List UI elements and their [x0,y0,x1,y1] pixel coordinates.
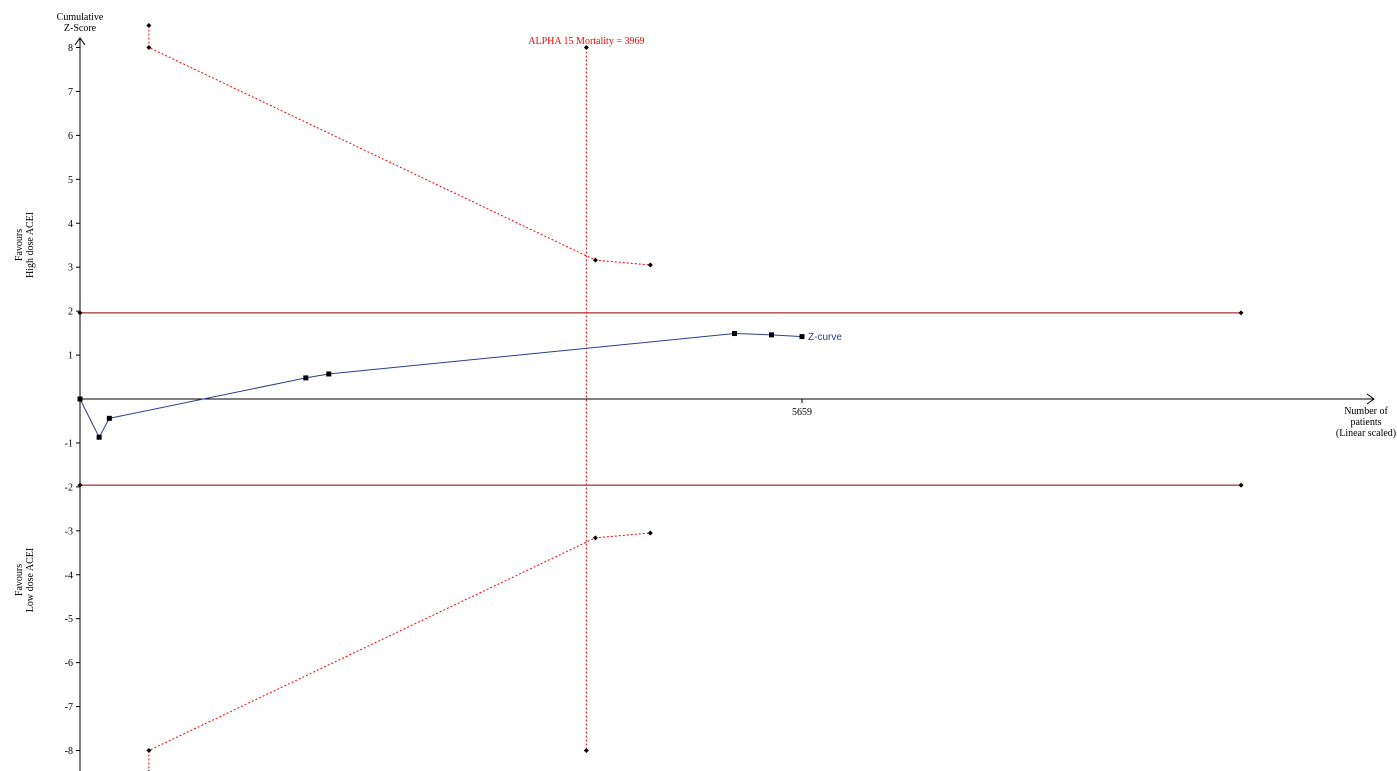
y-tick-label: 2 [68,307,73,318]
boundary-diamond-marker [77,482,83,488]
monitoring-boundary-lower-marker [592,535,598,541]
y-axis-title-line-2: Z-Score [64,23,97,34]
boundary-diamond-marker [1238,310,1244,316]
y-tick-label: 3 [68,263,73,274]
favours-bottom-line-1: Favours [14,564,25,596]
favours-bottom-label: Favours Low dose ACEI [14,548,36,612]
z-curve-point [769,332,775,338]
ris-endpoint-marker [583,748,589,753]
y-tick-label: -8 [65,746,73,757]
favours-top-line-2: High dose ACEI [25,212,36,278]
monitoring-boundaries [146,23,653,771]
z-curve-point [96,434,102,440]
y-tick-label: -3 [65,526,73,537]
z-curve-point [326,371,332,377]
y-tick-label: 4 [68,219,73,230]
favours-bottom-line-2: Low dose ACEI [25,548,36,612]
monitoring-boundary-lower-line [148,532,651,771]
y-tick-label: -6 [65,658,73,669]
monitoring-boundary-upper-marker [146,45,152,50]
boundary-diamond-marker [1238,482,1244,488]
x-tick-label: 5659 [792,407,812,418]
conventional-boundaries [77,310,1244,488]
y-tick-label: -7 [65,702,73,713]
monitoring-boundary-lower-marker [647,530,653,536]
y-tick-label: -2 [65,482,73,493]
y-tick-label: -4 [65,570,73,581]
monitoring-boundary-upper-marker [592,257,598,263]
y-ticks: 8 7 6 5 4 3 2 1 -1 -2 -3 -4 -5 -6 -7 -8 [65,43,80,757]
ris-label: ALPHA 15 Mortality = 3969 [528,36,644,47]
y-tick-label: 8 [68,43,73,54]
ris-endpoint-marker [583,45,589,50]
x-axis-arrow [1366,393,1375,405]
x-axis-title-line-2: patients [1350,417,1381,428]
y-tick-label: 6 [68,131,73,142]
favours-top-label: Favours High dose ACEI [14,212,36,278]
y-tick-label: -1 [65,438,73,449]
z-curve-point [303,375,309,381]
z-curve-point [77,396,83,402]
monitoring-boundary-upper-marker [647,262,653,268]
monitoring-boundary-upper-marker [146,23,152,29]
monitoring-boundary-upper-line [148,25,651,266]
z-curve-point [732,331,738,337]
y-axis-title-line-1: Cumulative [57,12,104,23]
boundary-diamond-marker [77,310,83,316]
z-curve-point [799,334,805,340]
x-axis-title-line-3: (Linear scaled) [1336,428,1396,439]
y-axis-arrow [74,37,86,46]
monitoring-boundary-lower-marker [146,748,152,753]
z-curve-line [79,333,803,439]
favours-top-line-1: Favours [14,229,25,261]
z-curve-label: Z-curve [808,332,842,343]
z-curve: Z-curve [77,331,842,440]
y-tick-label: -5 [65,614,73,625]
required-information-size: ALPHA 15 Mortality = 3969 [528,36,644,753]
y-tick-label: 7 [68,87,73,98]
z-curve-point [106,415,112,421]
y-tick-label: 5 [68,175,73,186]
y-tick-label: 1 [68,351,73,362]
x-axis-title-line-1: Number of [1344,406,1388,417]
